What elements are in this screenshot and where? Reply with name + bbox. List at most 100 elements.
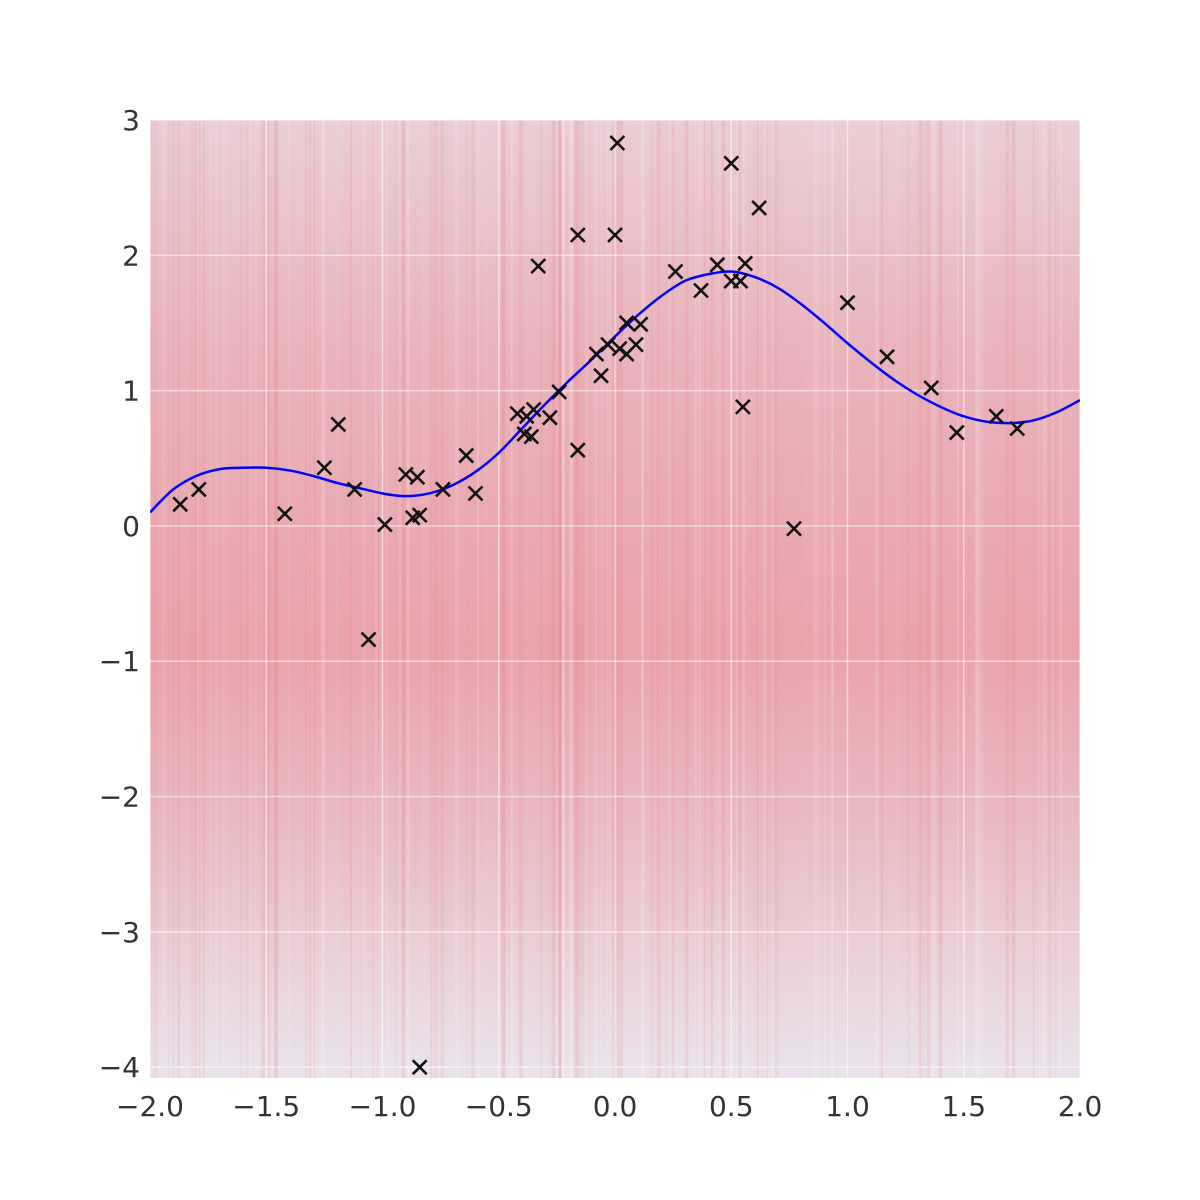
y-tick-label: −1	[99, 645, 140, 678]
data-point	[467, 485, 484, 502]
data-point	[879, 348, 895, 365]
band-streak	[454, 120, 458, 1078]
band-streak	[831, 120, 834, 1078]
data-point-stroke	[411, 507, 428, 524]
band-streak	[288, 120, 290, 1078]
band-streak	[385, 120, 389, 1078]
band-streak	[736, 120, 739, 1078]
y-tick-label: 0	[122, 510, 140, 543]
band-streak	[336, 120, 339, 1078]
band-streak	[190, 120, 194, 1078]
band-streak	[254, 120, 257, 1078]
band-streak	[167, 120, 170, 1078]
band-streak	[576, 120, 581, 1078]
band-streak	[569, 120, 574, 1078]
band-streak	[738, 120, 740, 1078]
band-streak	[695, 120, 699, 1078]
data-point	[569, 442, 586, 459]
band-streak	[758, 120, 760, 1078]
data-point-stroke	[1009, 420, 1026, 437]
band-streak	[562, 120, 565, 1078]
data-point	[737, 255, 754, 272]
band-streak	[266, 120, 270, 1078]
y-tick-label: −2	[99, 781, 140, 814]
band-streak	[609, 120, 611, 1078]
data-point-stroke	[435, 481, 451, 498]
band-streak	[726, 120, 728, 1078]
data-point	[723, 155, 740, 172]
band-streak	[813, 120, 817, 1078]
band-streak	[568, 120, 573, 1078]
data-point-stroke	[628, 336, 644, 353]
band-streak	[710, 120, 713, 1078]
band-streak	[824, 120, 827, 1078]
band-streak	[1038, 120, 1041, 1078]
band-streak	[580, 120, 582, 1078]
band-streak	[831, 120, 834, 1078]
band-streak	[305, 120, 307, 1078]
band-streak	[641, 120, 644, 1078]
band-streak	[440, 120, 444, 1078]
band-streak	[667, 120, 671, 1078]
data-point	[541, 409, 558, 426]
data-point-stroke	[458, 447, 475, 464]
band-streak	[239, 120, 242, 1078]
band-streak	[600, 120, 603, 1078]
band-streak	[765, 120, 769, 1078]
band-streak	[1011, 120, 1016, 1078]
band-streak	[665, 120, 667, 1078]
data-point	[693, 282, 709, 299]
band-streak	[406, 120, 409, 1078]
band-streak	[717, 120, 720, 1078]
band-streak	[360, 120, 364, 1078]
band-streak	[361, 120, 366, 1078]
band-streak	[197, 120, 200, 1078]
x-tick-label: −1.5	[232, 1090, 300, 1123]
y-tick-label: 2	[122, 239, 140, 272]
band-streak	[477, 120, 480, 1078]
data-point	[607, 227, 623, 243]
points-layer	[172, 135, 1026, 1076]
data-point-stroke	[190, 481, 207, 498]
data-point	[276, 505, 293, 522]
band-streak	[398, 120, 402, 1078]
band-streak	[373, 120, 378, 1078]
data-point-stroke	[618, 315, 635, 331]
data-point-stroke	[330, 416, 347, 433]
band-streak	[471, 120, 475, 1078]
x-tick-label: 1.5	[941, 1090, 986, 1123]
band-streak	[194, 120, 197, 1078]
data-point	[839, 294, 856, 311]
data-point	[316, 459, 333, 476]
band-streak	[1048, 120, 1052, 1078]
band-streak	[594, 120, 597, 1078]
data-point-stroke	[172, 496, 189, 513]
x-axis-ticks: −2.0 −1.5 −1.0 −0.5 0.0 0.5 1.0 1.5 2.0	[116, 1090, 1102, 1123]
data-point-stroke	[737, 255, 754, 272]
data-point-stroke	[409, 469, 426, 486]
data-point-stroke	[786, 520, 802, 537]
band-streak	[649, 120, 652, 1078]
band-streak	[722, 120, 725, 1078]
band-streak	[313, 120, 316, 1078]
band-streak	[931, 120, 936, 1078]
x-tick-label: −1.0	[349, 1090, 417, 1123]
band-streak	[215, 120, 218, 1078]
band-streak	[685, 120, 689, 1078]
band-streak	[395, 120, 398, 1078]
band-streak	[519, 120, 522, 1078]
data-point-stroke	[569, 227, 586, 243]
data-point-stroke	[693, 282, 709, 299]
band-streak	[221, 120, 226, 1078]
band-streak	[703, 120, 706, 1078]
band-streak	[172, 120, 175, 1078]
mean-line	[150, 270, 1080, 514]
band-streak	[401, 120, 405, 1078]
y-tick-label: −3	[99, 916, 140, 949]
x-tick-label: 1.0	[825, 1090, 870, 1123]
band-streak	[558, 120, 562, 1078]
data-point	[523, 428, 540, 445]
band-streak	[774, 120, 777, 1078]
data-point-stroke	[948, 424, 965, 441]
band-streak	[520, 120, 522, 1078]
